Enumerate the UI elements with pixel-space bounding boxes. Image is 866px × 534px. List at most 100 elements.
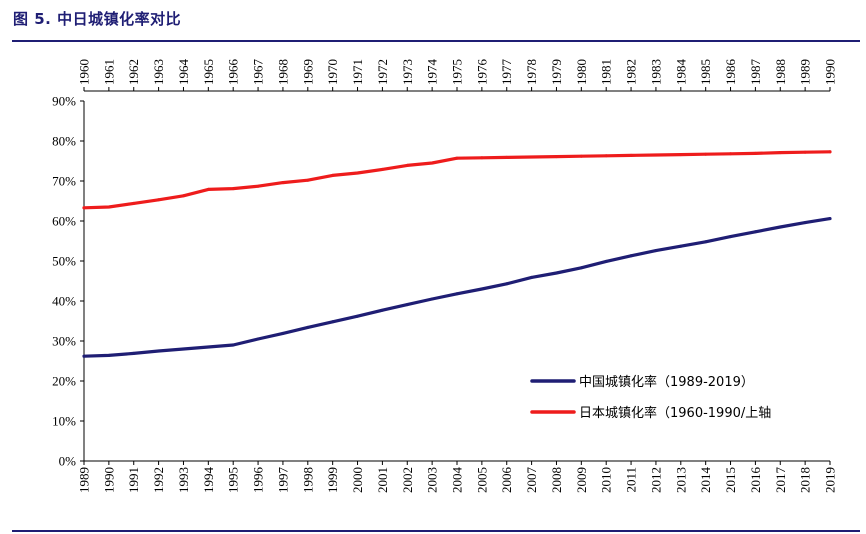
japan-data-point (405, 163, 409, 167)
japan-data-point (231, 187, 235, 191)
japan-data-point (729, 152, 733, 156)
china-data-point (828, 217, 832, 221)
top-tick-label: 1988 (773, 59, 788, 85)
top-tick-label: 1975 (450, 59, 465, 85)
bottom-tick-label: 2005 (474, 467, 489, 493)
top-tick-label: 1969 (300, 59, 315, 85)
china-data-point (206, 345, 210, 349)
top-tick-label: 1966 (226, 59, 241, 86)
bottom-tick-label: 1997 (275, 467, 290, 494)
china-data-point (778, 225, 782, 229)
china-data-point (753, 230, 757, 234)
y-tick-label: 80% (52, 134, 76, 149)
japan-data-point (157, 198, 161, 202)
bottom-tick-label: 2004 (450, 467, 465, 494)
legend: 中国城镇化率（1989-2019） 日本城镇化率（1960-1990/上轴 (530, 374, 771, 421)
bottom-x-axis: 1989 1990 1991 1992 1993 1994 1995 1996 1997 1998… (77, 460, 838, 494)
bottom-tick-label: 1996 (251, 467, 266, 494)
japan-data-point (753, 151, 757, 155)
china-data-point (107, 353, 111, 357)
japan-data-point (455, 156, 459, 160)
bottom-tick-label: 2007 (524, 467, 539, 494)
japan-data-point (778, 151, 782, 155)
bottom-tick-label: 2001 (375, 467, 390, 493)
bottom-tick-label: 2006 (499, 467, 514, 494)
top-tick-label: 1971 (350, 59, 365, 85)
top-tick-label: 1964 (176, 59, 191, 86)
bottom-tick-label: 2009 (574, 467, 589, 493)
china-data-point (132, 351, 136, 355)
japan-data-point (604, 154, 608, 158)
japan-data-point (505, 155, 509, 159)
china-data-point (231, 343, 235, 347)
bottom-tick-label: 2012 (648, 467, 663, 493)
y-tick-label: 20% (52, 374, 76, 389)
top-tick-label: 1962 (126, 59, 141, 85)
bottom-tick-label: 2002 (400, 467, 415, 493)
bottom-rule (12, 530, 860, 532)
top-tick-label: 1987 (748, 59, 763, 86)
japan-urbanization-line (82, 150, 832, 210)
bottom-tick-label: 2003 (425, 467, 440, 493)
top-rule (12, 40, 860, 42)
top-tick-label: 1980 (574, 59, 589, 85)
china-data-point (530, 275, 534, 279)
y-tick-label: 10% (52, 414, 76, 429)
bottom-tick-label: 2000 (350, 467, 365, 493)
china-data-point (405, 303, 409, 307)
china-data-point (729, 235, 733, 239)
bottom-tick-label: 2019 (823, 467, 838, 493)
china-data-point (281, 331, 285, 335)
china-data-point (679, 244, 683, 248)
china-data-point (554, 271, 558, 275)
top-tick-label: 1973 (400, 59, 415, 85)
bottom-tick-label: 2011 (624, 467, 639, 493)
top-tick-label: 1986 (723, 59, 738, 86)
china-data-point (604, 259, 608, 263)
japan-data-point (82, 206, 86, 210)
japan-data-point (828, 150, 832, 154)
japan-data-point (654, 153, 658, 157)
y-axis: 0% 10% 20% 30% 40% 50% 60% 70% 80% 90% (52, 94, 85, 469)
japan-data-point (331, 173, 335, 177)
china-data-point (803, 221, 807, 225)
china-data-point (306, 325, 310, 329)
legend-label: 中国城镇化率（1989-2019） (579, 374, 754, 390)
top-tick-label: 1970 (325, 59, 340, 85)
bottom-tick-label: 1999 (325, 467, 340, 493)
bottom-tick-label: 2017 (773, 467, 788, 494)
china-data-point (356, 314, 360, 318)
japan-data-point (704, 152, 708, 156)
china-data-point (455, 292, 459, 296)
y-tick-label: 40% (52, 294, 76, 309)
top-tick-label: 1984 (673, 59, 688, 86)
china-data-point (181, 347, 185, 351)
japan-data-point (380, 167, 384, 171)
top-tick-label: 1977 (499, 59, 514, 86)
top-tick-label: 1972 (375, 59, 390, 85)
china-data-point (430, 297, 434, 301)
series-layer (82, 150, 832, 358)
top-tick-label: 1978 (524, 59, 539, 85)
bottom-tick-label: 1992 (151, 467, 166, 493)
bottom-tick-label: 1994 (201, 467, 216, 494)
y-tick-label: 50% (52, 254, 76, 269)
top-tick-label: 1974 (425, 59, 440, 86)
legend-label: 日本城镇化率（1960-1990/上轴 (579, 405, 771, 421)
japan-data-point (256, 184, 260, 188)
figure-title: 图 5. 中日城镇化率对比 (13, 10, 182, 28)
top-tick-label: 1968 (275, 59, 290, 85)
japan-data-point (579, 154, 583, 158)
y-tick-label: 70% (52, 174, 76, 189)
y-tick-label: 90% (52, 94, 76, 109)
top-tick-label: 1989 (798, 59, 813, 85)
japan-data-point (132, 201, 136, 205)
china-data-point (704, 240, 708, 244)
japan-data-point (530, 155, 534, 159)
bottom-tick-label: 1993 (176, 467, 191, 493)
japan-data-point (306, 178, 310, 182)
top-tick-label: 1979 (549, 59, 564, 85)
top-tick-label: 1965 (201, 59, 216, 85)
bottom-tick-label: 2008 (549, 467, 564, 493)
